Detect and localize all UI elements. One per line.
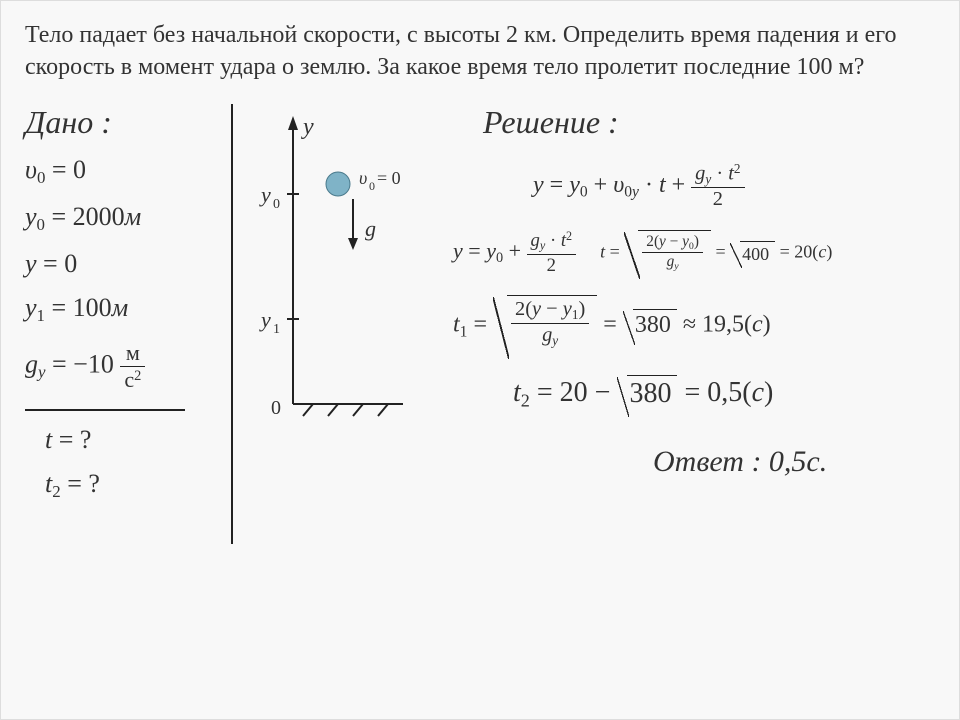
asked-t: t = ?: [25, 425, 225, 455]
svg-text:y: y: [259, 182, 271, 207]
eq-simplified: y = y0 + gy · t22 t = 2(y − y0)gy = 400 …: [453, 229, 935, 277]
svg-text:y: y: [301, 114, 314, 140]
given-y1: y1 = 100м: [25, 293, 225, 326]
svg-text:υ: υ: [359, 168, 367, 188]
svg-text:0: 0: [369, 179, 375, 193]
given-y0: y0 = 2000м: [25, 202, 225, 235]
svg-text:1: 1: [273, 322, 280, 337]
given-y: y = 0: [25, 249, 225, 279]
svg-text:0: 0: [271, 397, 281, 419]
problem-statement: Тело падает без начальной скорости, с вы…: [25, 19, 935, 84]
given-block: Дано : υ0 = 0 y0 = 2000м y = 0 y1 = 100м…: [25, 104, 225, 516]
svg-text:y: y: [259, 307, 271, 332]
motion-diagram: y y 0 y 1 0 υ 0: [233, 104, 443, 449]
given-gy: gy = −10 мс2: [25, 340, 225, 393]
eq-kinematic: y = y0 + υ0y · t + gy · t22: [453, 161, 935, 212]
asked-t2: t2 = ?: [25, 469, 225, 502]
svg-text:= 0: = 0: [377, 168, 401, 188]
given-v0: υ0 = 0: [25, 155, 225, 188]
solution-header: Решение :: [483, 104, 935, 141]
divider-line: [25, 409, 185, 411]
eq-t1: t1 = 2(y − y1)gy = 380 ≈ 19,5(c): [453, 295, 935, 357]
given-header: Дано :: [25, 104, 225, 141]
svg-text:0: 0: [273, 197, 280, 212]
eq-t2: t2 = 20 − 380 = 0,5(c): [453, 375, 935, 414]
answer: Ответ : 0,5с.: [453, 445, 935, 479]
solution-block: Решение : y = y0 + υ0y · t + gy · t22 y …: [443, 104, 935, 479]
svg-text:g: g: [365, 216, 376, 241]
